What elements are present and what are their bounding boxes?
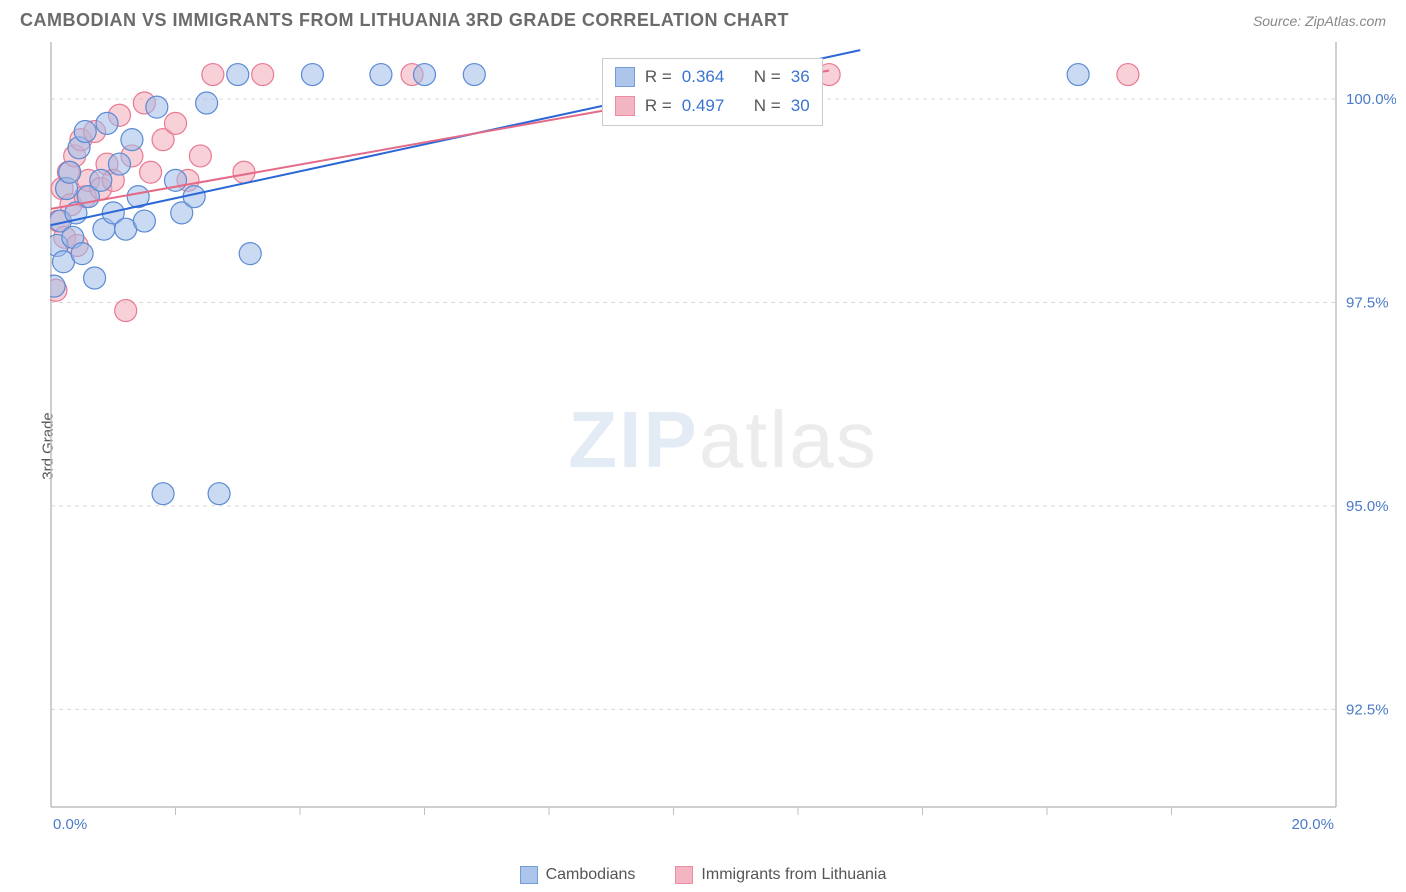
svg-text:95.0%: 95.0% [1346,498,1389,515]
svg-text:0.0%: 0.0% [53,816,87,833]
legend-item-lithuania: Immigrants from Lithuania [675,866,886,884]
stat-row-cambodians: R = 0.364 N = 36 [615,63,810,92]
svg-text:92.5%: 92.5% [1346,701,1389,718]
svg-text:100.0%: 100.0% [1346,91,1396,108]
legend-item-cambodians: Cambodians [520,866,636,884]
svg-text:20.0%: 20.0% [1291,816,1334,833]
legend: Cambodians Immigrants from Lithuania [0,866,1406,884]
svg-text:97.5%: 97.5% [1346,294,1389,311]
correlation-stats-box: R = 0.364 N = 36R = 0.497 N = 30 [602,58,823,126]
stat-row-lithuania: R = 0.497 N = 30 [615,92,810,121]
chart-area: 92.5%95.0%97.5%100.0%0.0%20.0% ZIPatlas … [50,42,1396,837]
scatter-plot: 92.5% 95.0% 97.5% 100.0% 0.0% 20.0% [50,42,1396,837]
page-title: CAMBODIAN VS IMMIGRANTS FROM LITHUANIA 3… [20,10,789,31]
source-label: Source: ZipAtlas.com [1253,13,1386,29]
